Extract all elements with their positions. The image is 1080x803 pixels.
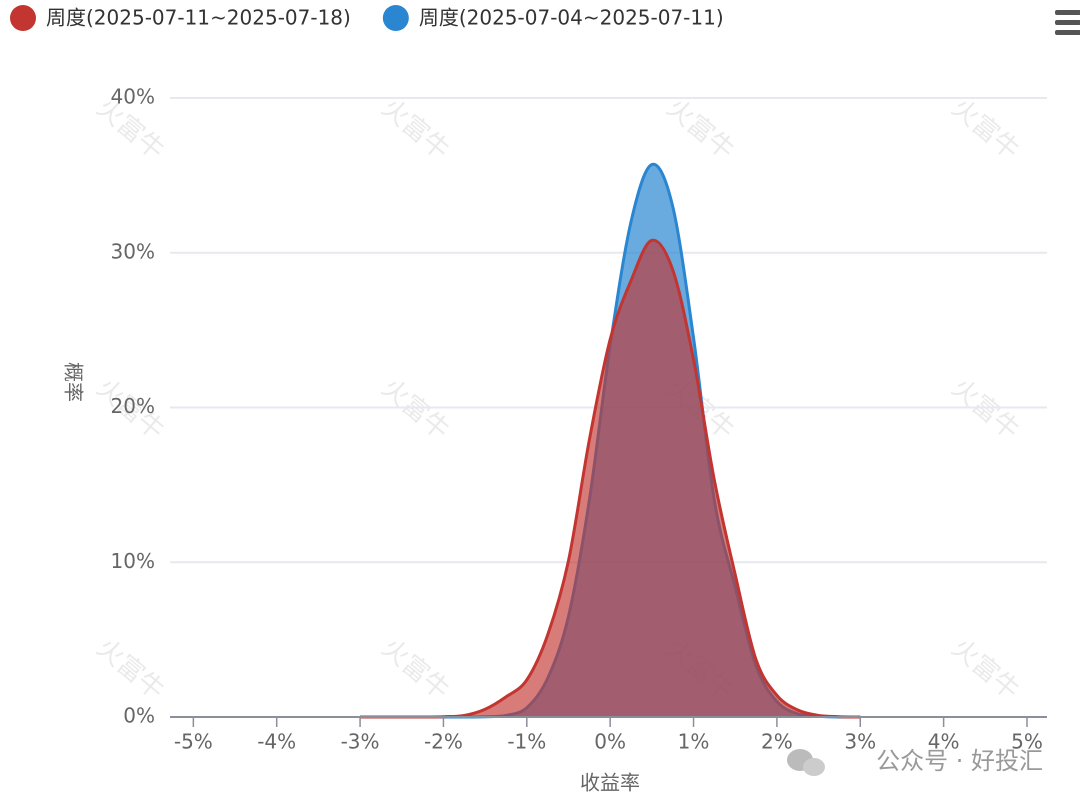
legend-text: 周度(2025-07-11~2025-07-18) (46, 6, 351, 30)
x-tick-label: -3% (341, 730, 380, 754)
legend-symbol (10, 5, 36, 31)
x-tick-label: 3% (844, 730, 876, 754)
y-tick-label: 20% (111, 394, 155, 418)
watermark: 火富牛 (661, 93, 740, 166)
x-tick-label: -4% (257, 730, 296, 754)
watermark: 火富牛 (946, 373, 1025, 446)
menu-bar[interactable] (1055, 20, 1080, 25)
menu-bar[interactable] (1055, 30, 1080, 35)
y-tick-label: 10% (111, 549, 155, 573)
menu-button[interactable] (1055, 10, 1080, 35)
watermark: 火富牛 (376, 373, 455, 446)
x-tick-label: 0% (594, 730, 626, 754)
x-tick-label: 2% (761, 730, 793, 754)
plot-area (170, 97, 1047, 719)
area-fill (360, 240, 861, 717)
x-tick-label: 5% (1011, 730, 1043, 754)
legend-text: 周度(2025-07-04~2025-07-11) (419, 6, 724, 30)
x-tick-label: -5% (174, 730, 213, 754)
x-tick-label: 4% (928, 730, 960, 754)
watermark: 火富牛 (946, 633, 1025, 706)
y-axis-title: 概率 (62, 362, 86, 402)
x-axis-title: 收益率 (580, 771, 640, 795)
source-watermark: 公众号 · 好投汇 (876, 747, 1043, 775)
menu-bar[interactable] (1055, 10, 1080, 15)
y-tick-label: 40% (111, 85, 155, 109)
y-tick-label: 0% (123, 704, 155, 728)
y-tick-label: 30% (111, 239, 155, 263)
watermark: 火富牛 (376, 93, 455, 166)
x-tick-label: 1% (678, 730, 710, 754)
x-tick-label: -1% (507, 730, 546, 754)
x-tick-label: -2% (424, 730, 463, 754)
watermark: 火富牛 (376, 633, 455, 706)
wechat-icon (787, 749, 825, 776)
watermark: 火富牛 (91, 633, 170, 706)
watermark: 火富牛 (946, 93, 1025, 166)
legend-symbol (382, 5, 409, 31)
